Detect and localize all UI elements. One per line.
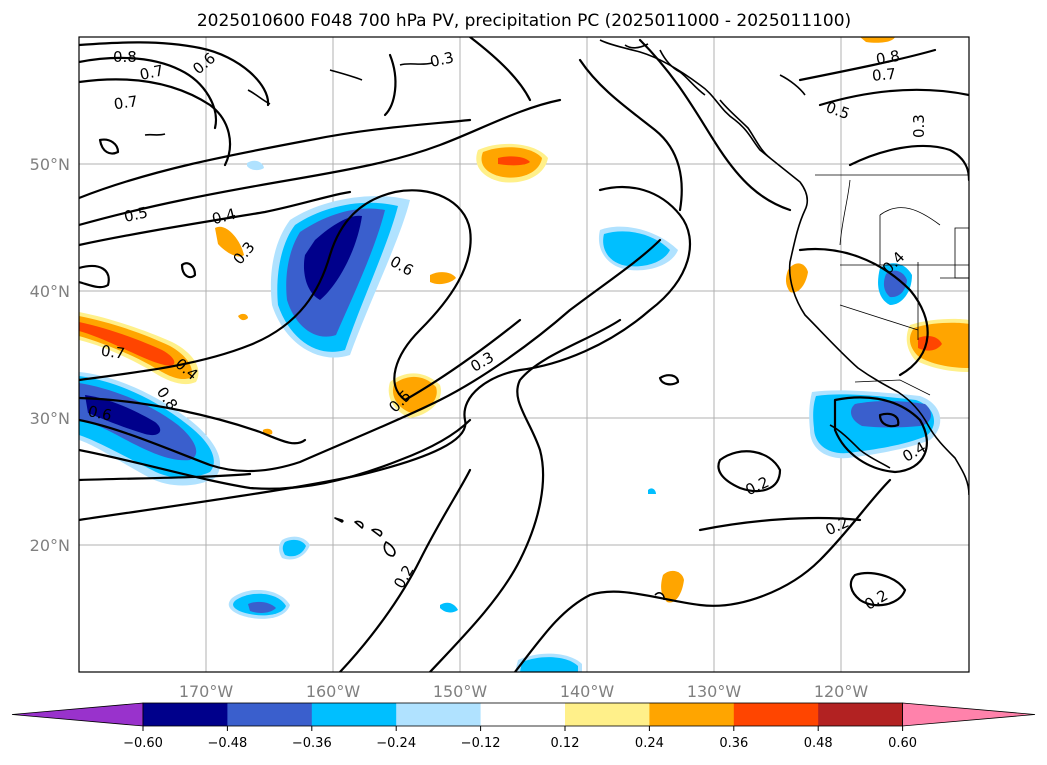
contour-label: 0.7 (871, 65, 896, 85)
lon-label-140w: 140°W (560, 682, 615, 701)
colorbar-tick-label: 0.48 (804, 736, 833, 751)
contour-label: 0.3 (910, 114, 928, 138)
colorbar-segment (311, 703, 397, 726)
colorbar-tick-label: 0.60 (888, 736, 917, 751)
colorbar-segment (143, 703, 228, 726)
colorbar-segment (396, 703, 482, 726)
contour-label: 0.8 (113, 48, 137, 66)
colorbar-tick-label: 0.12 (551, 736, 580, 751)
political-borders (815, 174, 969, 396)
map-panel (79, 37, 969, 672)
contour-label: 0.8 (875, 47, 902, 69)
contour-label: 0.6 (86, 402, 113, 425)
colorbar-tick-label: 0.24 (635, 736, 664, 751)
contour-label: 0.7 (113, 92, 139, 113)
colorbar-tick-label: −0.60 (123, 736, 163, 751)
contour-label: 0.5 (122, 203, 149, 226)
lon-label-130w: 130°W (687, 682, 742, 701)
colorbar-tick-label: −0.48 (207, 736, 247, 751)
colorbar-tick-label: −0.12 (461, 736, 501, 751)
contour-label: 0.3 (428, 48, 455, 71)
colorbar-segment (733, 703, 819, 726)
contour-label: 0.7 (138, 61, 165, 84)
contour-label: 0.7 (100, 342, 126, 363)
lon-label-150w: 150°W (433, 682, 488, 701)
map-title: 2025010600 F048 700 hPa PV, precipitatio… (197, 11, 851, 31)
pv-contours (79, 37, 969, 672)
lat-label-40n: 40°N (30, 282, 70, 301)
colorbar-tick-label: −0.36 (292, 736, 332, 751)
longitude-labels: 170°W 160°W 150°W 140°W 130°W 120°W (179, 682, 869, 701)
lon-label-120w: 120°W (814, 682, 869, 701)
colorbar: −0.60 −0.48 −0.36 −0.24 −0.12 0.12 0.24 0.36 0.4… (11, 702, 1036, 751)
contour-label: 0.4 (210, 205, 238, 229)
precipitation-shading (79, 37, 969, 672)
coastlines (144, 39, 969, 601)
colorbar-tick-label: −0.24 (376, 736, 416, 751)
colorbar-segment (565, 703, 650, 726)
colorbar-segment (818, 703, 904, 726)
colorbar-frame (142, 702, 903, 727)
colorbar-segment (649, 703, 735, 726)
colorbar-tick-label: 0.36 (719, 736, 748, 751)
lat-label-20n: 20°N (30, 536, 70, 555)
colorbar-extend-high (902, 702, 1036, 727)
map-frame (78, 36, 970, 673)
lat-label-50n: 50°N (30, 155, 70, 174)
colorbar-segment (227, 703, 313, 726)
lon-label-170w: 170°W (179, 682, 234, 701)
lon-label-160w: 160°W (306, 682, 361, 701)
latitude-labels: 50°N 40°N 30°N 20°N (30, 155, 70, 555)
lat-label-30n: 30°N (30, 409, 70, 428)
colorbar-extend-low (11, 702, 144, 727)
colorbar-segment (480, 703, 566, 726)
